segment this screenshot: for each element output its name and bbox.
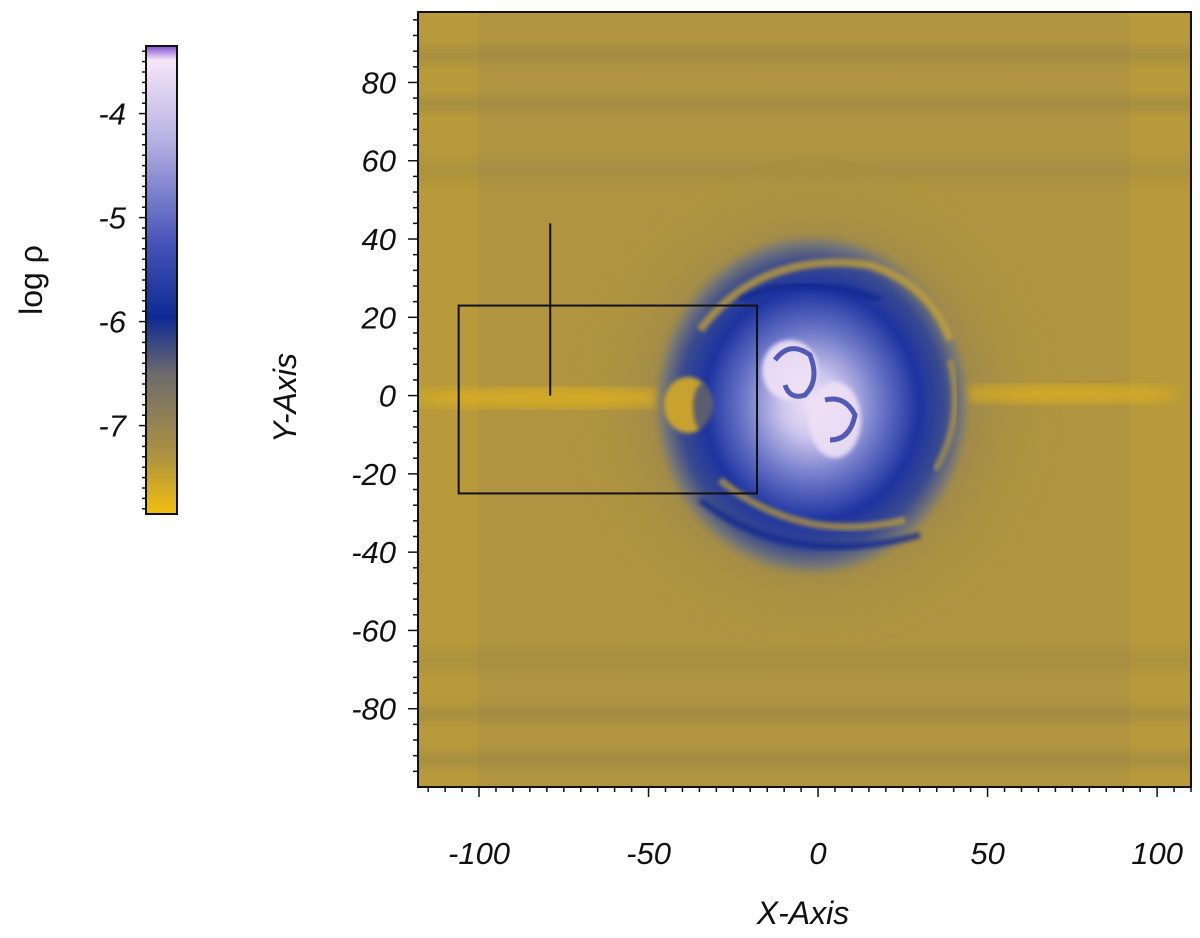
y-tick-label: 20 [361,300,396,335]
y-axis-tick-labels: 80 60 40 20 0 -20 -40 -60 -80 [351,65,396,726]
y-tick-label: -60 [351,613,396,648]
plot-area: -100 -50 0 50 100 80 60 40 20 0 -20 -40 -60 -80 X-Ax… [267,11,1192,931]
shell-arc-top [696,258,954,342]
band-bottom-1 [418,640,1191,680]
shell-arc-top-2 [738,282,882,303]
colorbar: -4 -5 -6 -7 log ρ [13,45,178,515]
x-tick-label: -50 [626,836,671,871]
colorbar-bar [145,45,178,515]
x-axis-title: X-Axis [756,895,849,931]
equatorial-stream-right [940,385,1180,403]
y-tick-label: -20 [351,457,396,492]
x-tick-label: 0 [809,836,826,871]
colorbar-label: log ρ [13,245,49,315]
plot-frame [417,11,1192,788]
band-bottom-2 [418,700,1191,728]
y-tick-label: 40 [362,222,396,257]
shell-arc-bottom [717,477,906,531]
equatorial-stream-left [418,388,710,408]
density-field [418,12,1191,787]
core-lobe-right [809,382,861,458]
y-tick-label: 0 [379,379,396,414]
x-tick-label: -100 [448,836,510,871]
y-tick-label: 60 [362,144,396,179]
x-tick-label: 100 [1131,836,1183,871]
core-vortex-2 [824,396,858,443]
y-axis-ticks [408,19,418,773]
y-tick-label: -80 [351,692,396,727]
colorbar-tick-label: -5 [98,201,126,236]
colorbar-tick-label: -7 [98,409,127,444]
clump-left-rim [693,383,713,431]
x-axis-ticks [427,787,1192,797]
colorbar-tick-labels: -4 -5 -6 -7 [98,97,127,444]
colorbar-ticks [139,50,146,510]
band-top-2 [418,90,1191,118]
band-top-1 [418,40,1191,70]
y-tick-label: -40 [351,535,396,570]
colorbar-tick-label: -6 [98,305,126,340]
x-tick-label: 50 [970,836,1004,871]
colorbar-tick-label: -4 [98,97,126,132]
annotations [457,223,759,495]
shell-arc-right [932,359,958,472]
x-axis-tick-labels: -100 -50 0 50 100 [448,836,1183,871]
core-vortex [773,346,817,399]
shell-arc-bottom-2 [698,497,921,550]
annotation-rectangle [457,304,759,495]
y-tick-label: 80 [362,65,396,100]
y-axis-title: Y-Axis [267,353,303,443]
band-bottom-3 [418,745,1191,775]
